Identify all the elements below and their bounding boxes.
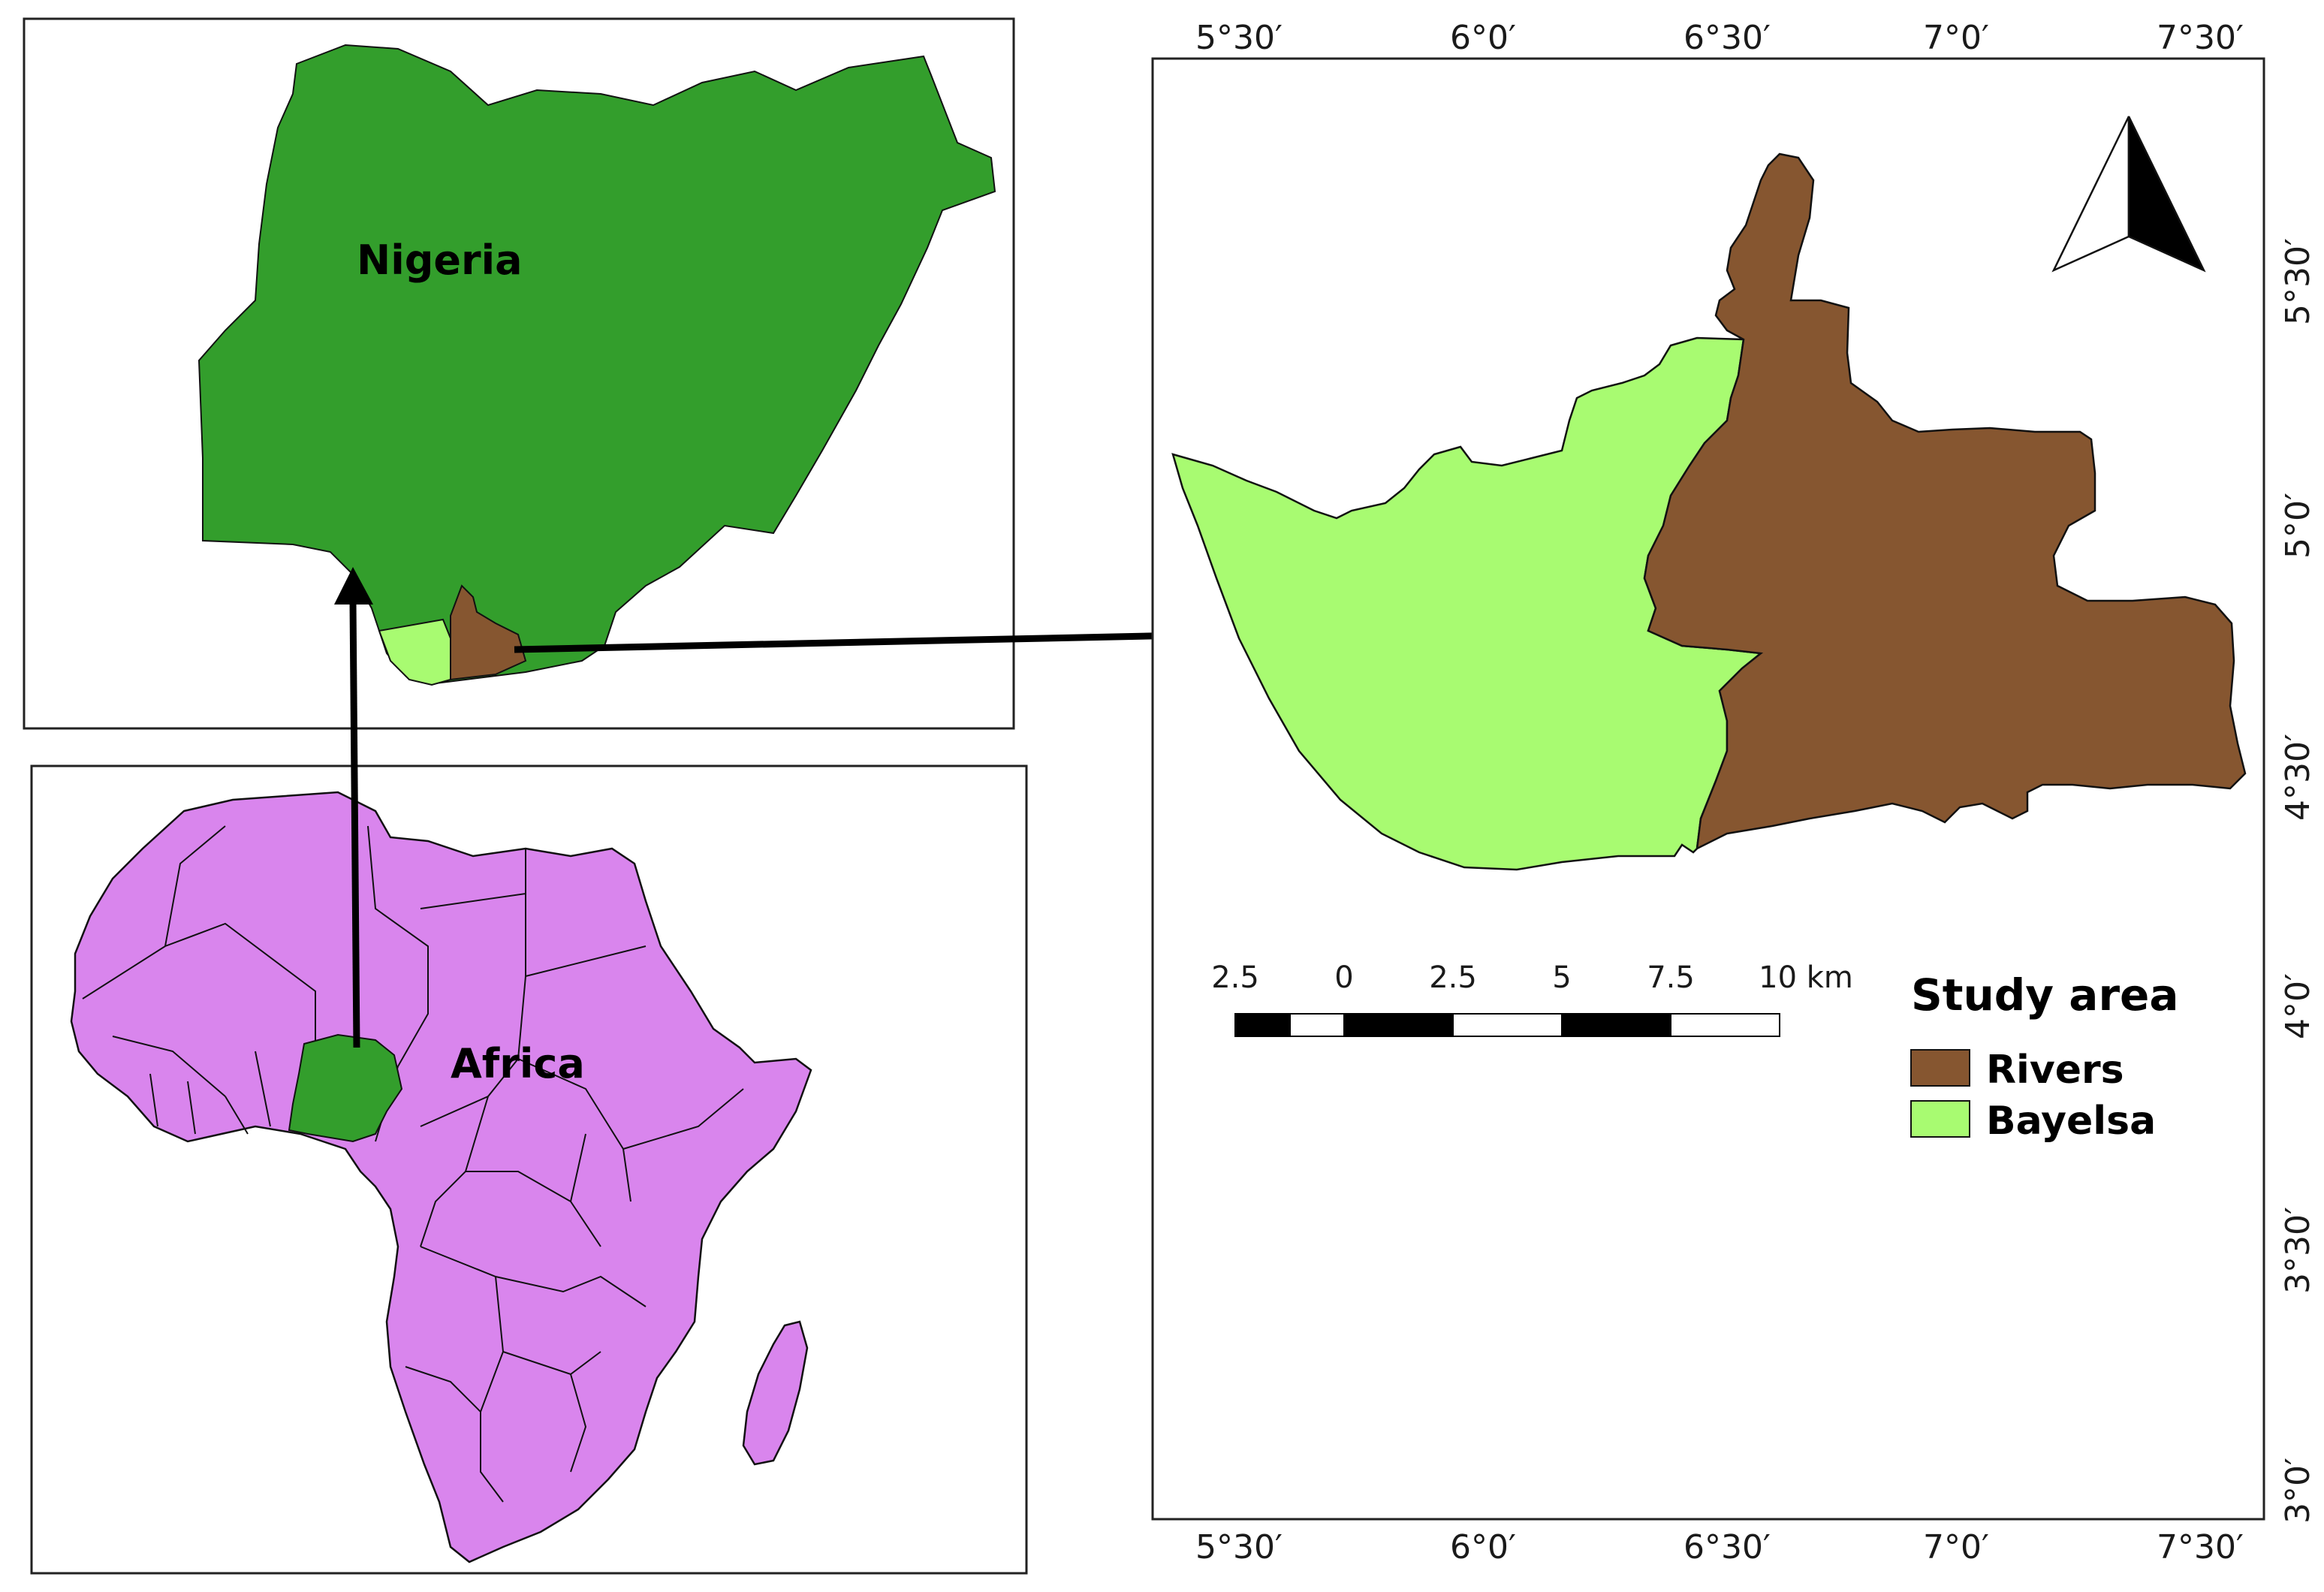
scale-bar: 2.5 0 2.5 5 7.5 10 km [1211,960,1853,1037]
scale-label: 2.5 [1429,960,1477,995]
legend-label-bayelsa: Bayelsa [1986,1099,2156,1144]
bottom-lon-label: 7°0′ [1923,1528,1989,1566]
top-lon-label: 6°30′ [1683,19,1771,57]
scale-label: 10 km [1759,960,1853,995]
africa-continent-shape [70,791,812,1563]
scale-label: 5 [1552,960,1571,995]
right-lat-label: 4°30′ [2279,734,2317,821]
scale-label: 0 [1334,960,1353,995]
legend-swatch-rivers [1910,1049,1970,1087]
scale-label: 2.5 [1211,960,1259,995]
bottom-lon-label: 5°30′ [1195,1528,1283,1566]
legend: Study area Rivers Bayelsa [1910,969,2179,1144]
legend-swatch-bayelsa [1910,1100,1970,1138]
nigeria-bayelsa-shape [378,618,451,686]
nigeria-rivers-shape [450,584,527,681]
bottom-lon-label: 6°0′ [1450,1528,1516,1566]
right-lat-label: 4°0′ [2279,973,2317,1039]
right-lat-label: 5°0′ [2279,493,2317,559]
top-lon-label: 7°0′ [1923,19,1989,57]
bottom-lon-label: 7°30′ [2157,1528,2244,1566]
bottom-longitude-labels: 5°30′ 6°0′ 6°30′ 7°0′ 7°30′ [1195,1528,2244,1566]
right-latitude-labels: 5°30′ 5°0′ 4°30′ 4°0′ 3°30′ 3°0′ [2279,238,2317,1524]
right-lat-label: 5°30′ [2279,238,2317,325]
scale-label: 7.5 [1647,960,1695,995]
legend-title: Study area [1911,969,2179,1021]
right-lat-label: 3°30′ [2279,1207,2317,1294]
top-longitude-labels: 5°30′ 6°0′ 6°30′ 7°0′ 7°30′ [1195,19,2244,57]
top-lon-label: 5°30′ [1195,19,1283,57]
rivers-main-shape [1643,152,2247,851]
nigeria-country-shape [197,44,996,685]
africa-label: Africa [451,1040,585,1087]
north-arrow-icon [2051,116,2206,273]
right-lat-label: 3°0′ [2279,1458,2317,1524]
africa-country-borders [82,825,744,1503]
legend-label-rivers: Rivers [1986,1048,2124,1093]
madagascar-shape [742,1320,809,1466]
africa-nigeria-highlight [288,1033,403,1143]
bottom-lon-label: 6°30′ [1683,1528,1771,1566]
nigeria-label: Nigeria [357,237,523,284]
top-lon-label: 6°0′ [1450,19,1516,57]
top-lon-label: 7°30′ [2157,19,2244,57]
